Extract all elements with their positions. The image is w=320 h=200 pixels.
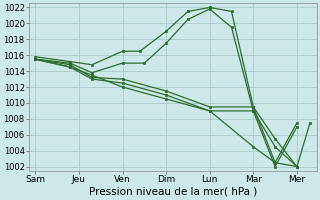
X-axis label: Pression niveau de la mer( hPa ): Pression niveau de la mer( hPa ) xyxy=(89,187,257,197)
